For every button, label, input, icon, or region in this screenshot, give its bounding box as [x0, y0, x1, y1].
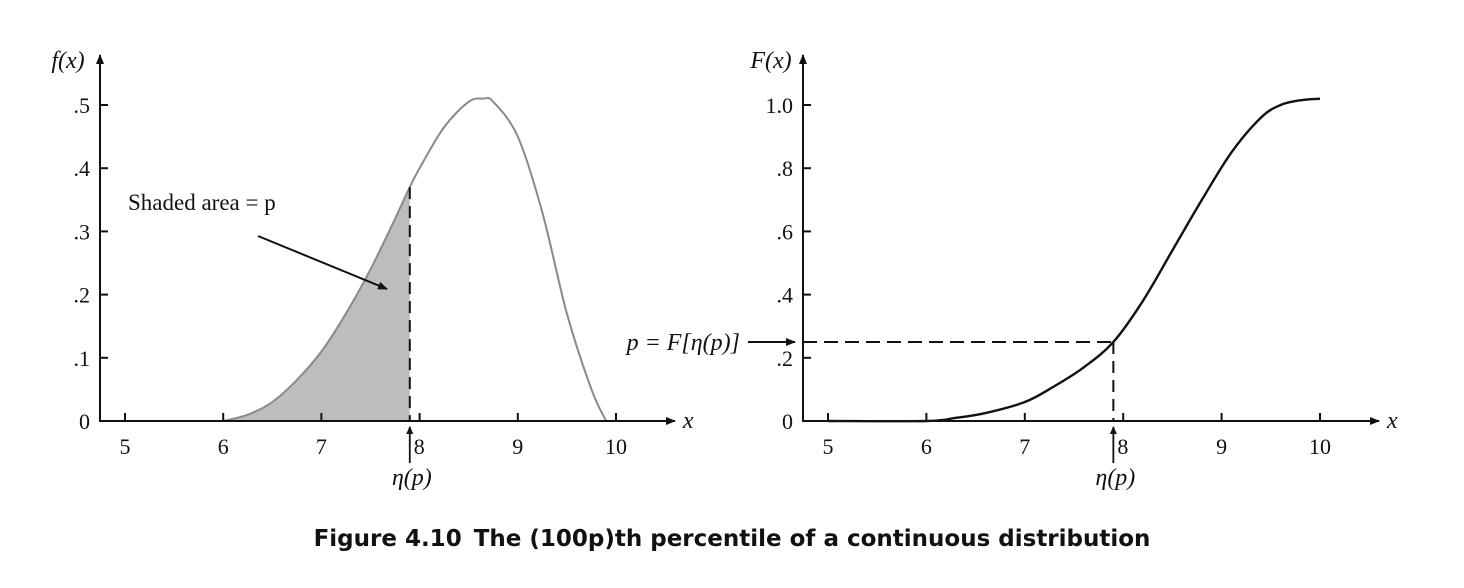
y-tick-label: .4	[74, 156, 91, 181]
eta-label: η(p)	[392, 465, 432, 491]
x-tick-label-marker: 8	[414, 434, 425, 459]
x-axis-label: x	[682, 408, 694, 434]
y-ticks: 0 .2 .4 .6 .8 1.0	[766, 93, 811, 434]
y-tick-label: .2	[74, 283, 91, 308]
y-tick-label: 0	[79, 409, 90, 434]
figure-number: Figure 4.10	[313, 526, 462, 552]
y-tick-label: .4	[777, 283, 794, 308]
y-tick-label: .6	[777, 219, 794, 244]
shaded-area	[223, 187, 410, 421]
annotation-arrow	[257, 235, 388, 290]
x-tick-label: 6	[921, 434, 932, 459]
x-tick-label: 5	[120, 434, 131, 459]
shaded-area-annotation: Shaded area = p	[128, 190, 276, 215]
x-ticks: 5 6 7 9 10	[823, 413, 1331, 459]
pdf-panel: 5 6 7 9 10 0 .1 .2 .3 .4 .5 8 η(p) f(x) x Shaded …	[51, 48, 694, 491]
eta-label: η(p)	[1095, 465, 1135, 491]
x-tick-label: 5	[823, 434, 834, 459]
x-tick-label: 7	[1019, 434, 1030, 459]
x-tick-label: 9	[1216, 434, 1227, 459]
y-tick-label: .8	[777, 156, 794, 181]
x-tick-label: 6	[218, 434, 229, 459]
y-tick-label: .5	[74, 93, 91, 118]
x-tick-label: 10	[1309, 434, 1331, 459]
y-tick-label: .3	[74, 219, 91, 244]
y-ticks: 0 .1 .2 .3 .4 .5	[74, 93, 108, 434]
p-value-label: p = F[η(p)]	[625, 330, 740, 356]
x-tick-label: 9	[512, 434, 523, 459]
pdf-curve	[222, 96, 608, 422]
x-axis-label: x	[1386, 408, 1398, 434]
y-tick-label: .2	[777, 346, 794, 371]
cdf-panel: 5 6 7 9 10 0 .2 .4 .6 .8 1.0 8 η(p) F(x) x p = F[…	[625, 48, 1398, 491]
caption-text: The (100p)th percentile of a continuous …	[473, 526, 1151, 552]
y-tick-label: 1.0	[766, 93, 794, 118]
y-tick-label: .1	[74, 346, 91, 371]
y-axis-label: f(x)	[51, 48, 84, 74]
y-axis-label: F(x)	[749, 48, 791, 74]
figure-caption: Figure 4.10 The (100p)th percentile of a …	[0, 526, 1464, 552]
cdf-curve	[827, 97, 1321, 423]
y-tick-label: 0	[782, 409, 793, 434]
x-ticks: 5 6 7 9 10	[120, 413, 627, 459]
x-tick-label-marker: 8	[1117, 434, 1128, 459]
x-tick-label: 7	[316, 434, 327, 459]
x-tick-label: 10	[605, 434, 627, 459]
